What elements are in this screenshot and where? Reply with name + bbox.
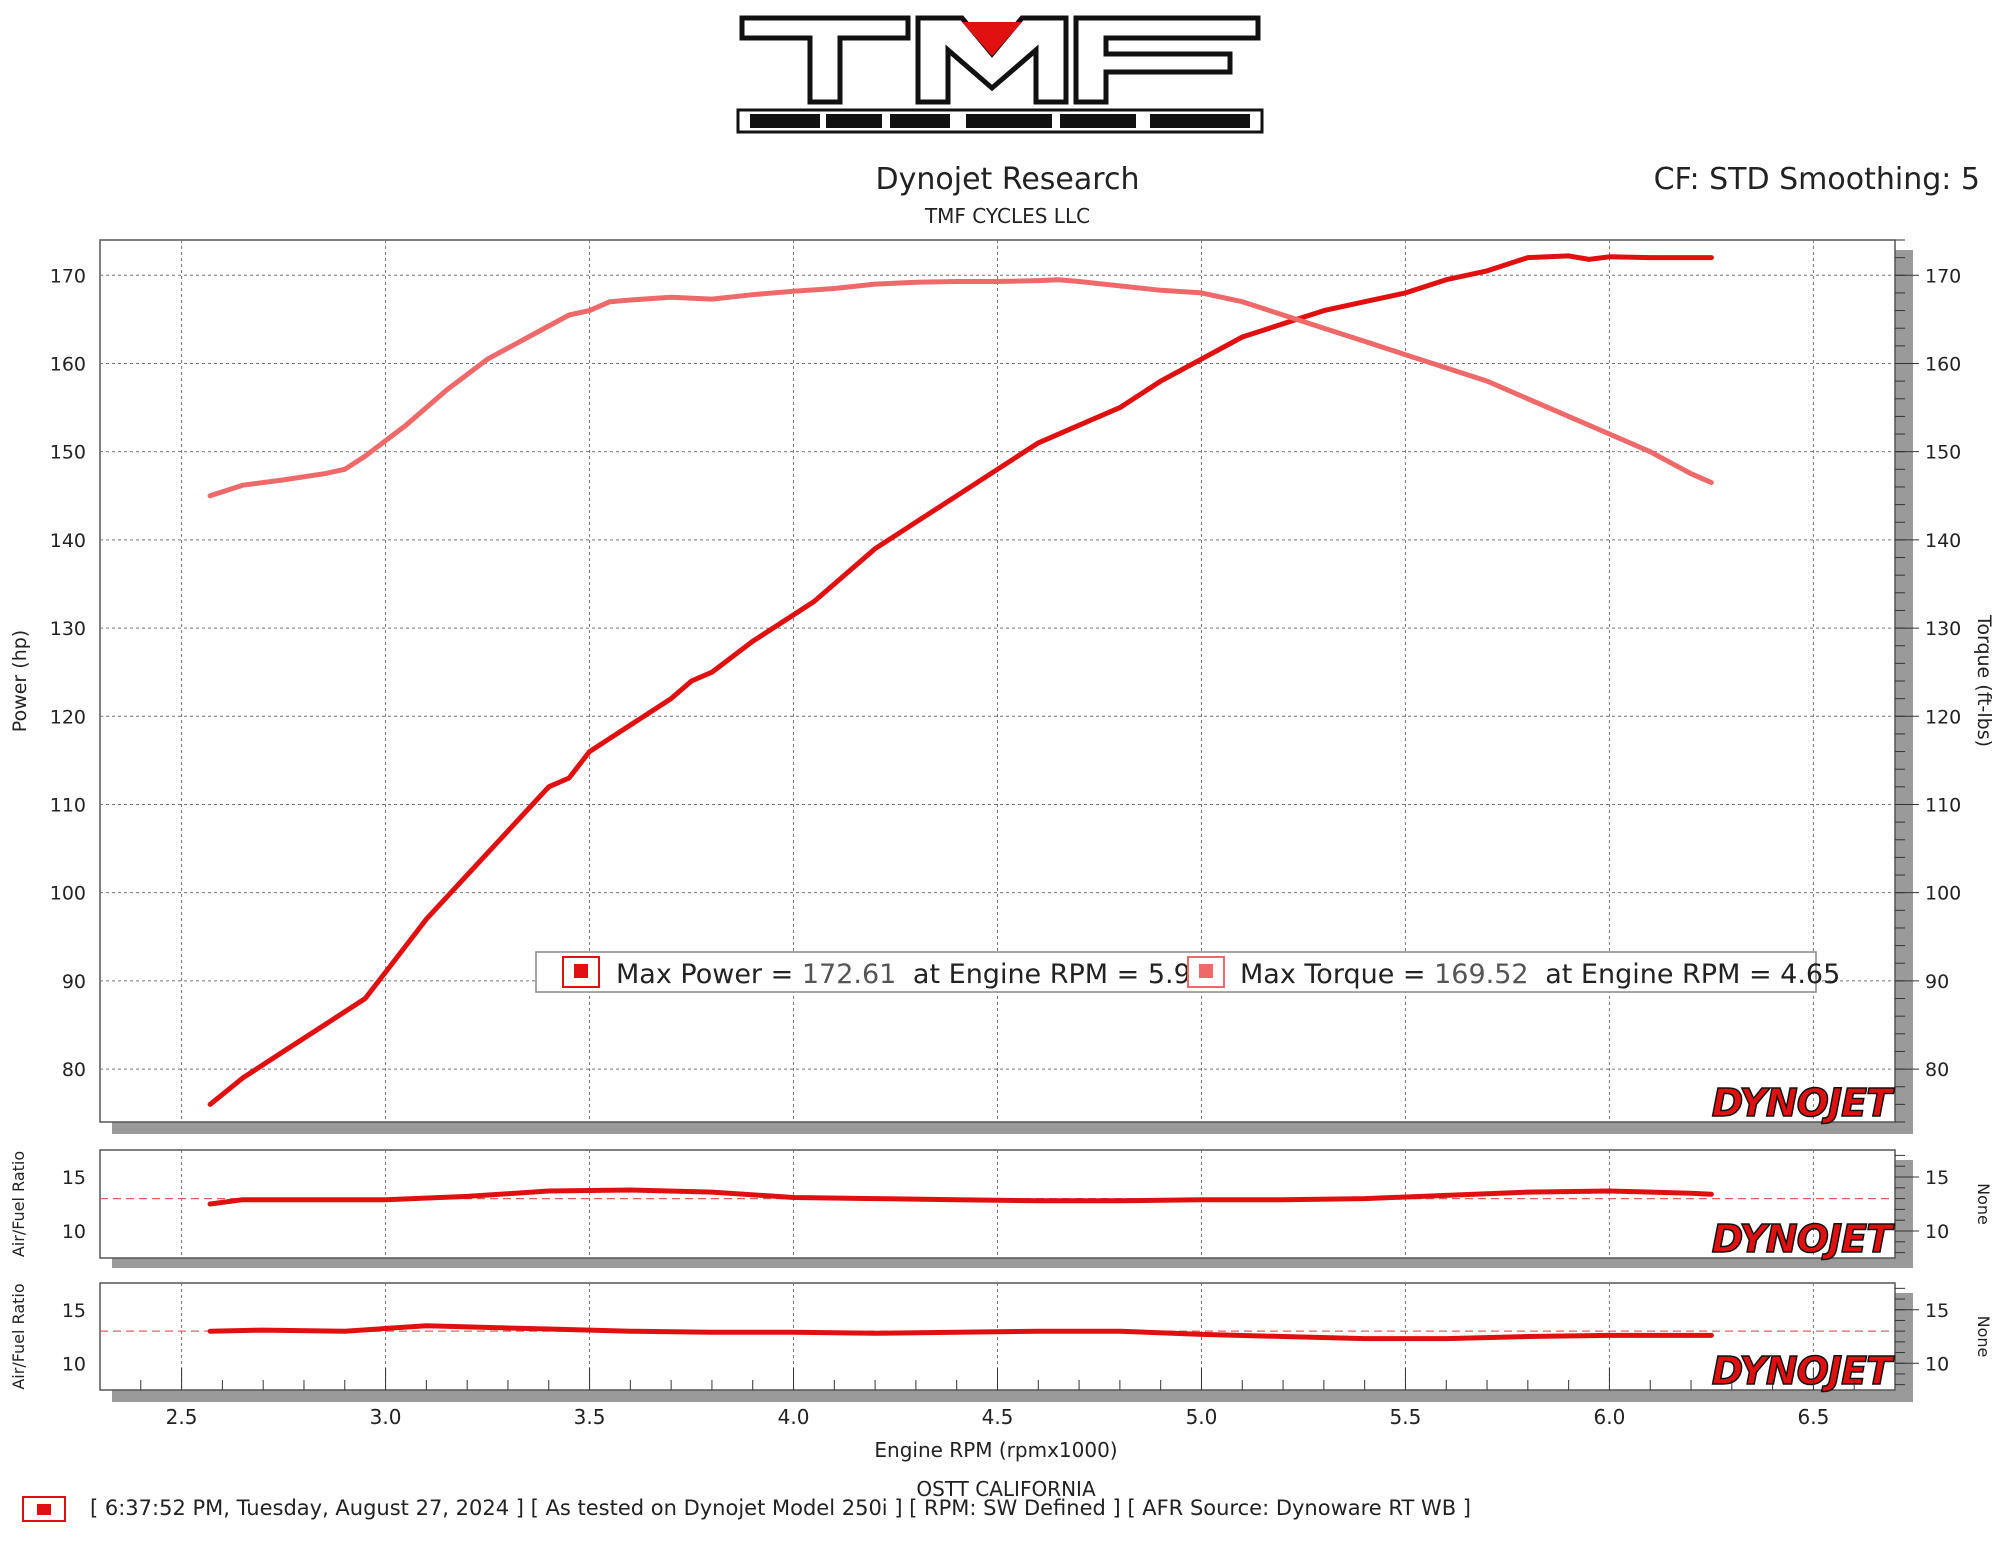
tmf-logo bbox=[736, 15, 1264, 134]
y-right-tick-label: 15 bbox=[1925, 1167, 1949, 1189]
y-tick-label: 140 bbox=[50, 530, 86, 552]
power-line bbox=[207, 253, 1714, 1107]
y-right-tick-label: 130 bbox=[1925, 618, 1961, 640]
svg-text:Max Power = 172.61: Max Power = 172.61 at Engine RPM = 5.91 bbox=[616, 959, 1208, 990]
y-right-tick-label: 120 bbox=[1925, 706, 1961, 728]
y-axis-label: Air/Fuel Ratio bbox=[9, 1283, 28, 1389]
y-right-tick-label: 80 bbox=[1925, 1059, 1949, 1081]
legend-power-swatch bbox=[574, 964, 588, 978]
chart-title: Dynojet Research bbox=[875, 162, 1140, 197]
panel-main: 80 80 90 90 100 100 110 110 120 120 130 130 140 140 15… bbox=[9, 239, 1995, 1134]
y-tick-label: 130 bbox=[50, 618, 86, 640]
x-tick-label: 3.5 bbox=[574, 1405, 606, 1429]
dynojet-watermark: DYNOJET bbox=[1712, 1217, 1895, 1261]
y-right-tick-label: 170 bbox=[1925, 265, 1961, 287]
legend-power-label: Max Power = bbox=[616, 959, 793, 990]
x-tick-label: 5.0 bbox=[1186, 1405, 1218, 1429]
y-axis-label: Air/Fuel Ratio bbox=[9, 1151, 28, 1257]
legend-power-value: 172.61 bbox=[802, 959, 896, 990]
x-tick-label: 5.5 bbox=[1390, 1405, 1422, 1429]
y-right-tick-label: 15 bbox=[1925, 1300, 1949, 1322]
chart-subtitle: TMF CYCLES LLC bbox=[924, 204, 1091, 228]
y-tick-label: 160 bbox=[50, 353, 86, 375]
dynojet-watermark: DYNOJET bbox=[1712, 1081, 1895, 1125]
y-right-axis-label: None bbox=[1974, 1316, 1993, 1358]
torque-line bbox=[207, 277, 1714, 499]
y-right-tick-label: 160 bbox=[1925, 353, 1961, 375]
x-tick-label: 2.5 bbox=[166, 1405, 198, 1429]
y-right-tick-label: 110 bbox=[1925, 794, 1961, 816]
y-tick-label: 10 bbox=[62, 1353, 86, 1375]
y-tick-label: 10 bbox=[62, 1221, 86, 1243]
y-axis-label: Power (hp) bbox=[9, 630, 31, 732]
y-tick-label: 100 bbox=[50, 883, 86, 905]
y-tick-label: 110 bbox=[50, 794, 86, 816]
y-right-axis-label: Torque (ft-lbs) bbox=[1973, 614, 1995, 747]
y-tick-label: 90 bbox=[62, 971, 86, 993]
x-tick-label: 6.0 bbox=[1594, 1405, 1626, 1429]
y-tick-label: 120 bbox=[50, 706, 86, 728]
x-tick-label: 4.0 bbox=[778, 1405, 810, 1429]
x-tick-label: 4.5 bbox=[982, 1405, 1014, 1429]
y-right-tick-label: 150 bbox=[1925, 442, 1961, 464]
y-tick-label: 15 bbox=[62, 1300, 86, 1322]
y-tick-label: 170 bbox=[50, 265, 86, 287]
y-tick-label: 80 bbox=[62, 1059, 86, 1081]
x-tick-label: 6.5 bbox=[1798, 1405, 1830, 1429]
y-right-tick-label: 10 bbox=[1925, 1353, 1949, 1375]
legend-torque-swatch bbox=[1199, 964, 1213, 978]
x-tick-label: 3.0 bbox=[370, 1405, 402, 1429]
svg-text:Max Torque = 169.52: Max Torque = 169.52 at Engine RPM = 4.65 bbox=[1240, 959, 1840, 990]
correction-factor-info: CF: STD Smoothing: 5 bbox=[1653, 162, 1980, 197]
legend-torque-value: 169.52 bbox=[1434, 959, 1528, 990]
footer-run-swatch bbox=[22, 1496, 66, 1522]
y-right-tick-label: 10 bbox=[1925, 1221, 1949, 1243]
legend-torque-suffix: at Engine RPM = 4.65 bbox=[1545, 959, 1840, 990]
panel-afr1: 10 10 15 15 Air/Fuel Ratio None DYNOJET bbox=[9, 1149, 1993, 1268]
afr2-line bbox=[207, 1323, 1714, 1342]
y-right-axis-label: None bbox=[1974, 1183, 1993, 1225]
y-tick-label: 15 bbox=[62, 1167, 86, 1189]
y-tick-label: 150 bbox=[50, 442, 86, 464]
x-axis-label: Engine RPM (rpmx1000) bbox=[874, 1438, 1117, 1462]
legend-torque-label: Max Torque = bbox=[1240, 959, 1426, 990]
afr1-line bbox=[207, 1187, 1714, 1207]
panel-afr2: 10 10 15 15 Air/Fuel Ratio None DYNOJET bbox=[9, 1282, 1993, 1402]
y-right-tick-label: 100 bbox=[1925, 883, 1961, 905]
location-label: OSTT CALIFORNIA bbox=[916, 1477, 1096, 1501]
y-right-tick-label: 140 bbox=[1925, 530, 1961, 552]
y-right-tick-label: 90 bbox=[1925, 971, 1949, 993]
chart-legend: Max Power = 172.61 at Engine RPM = 5.91 … bbox=[535, 951, 1840, 993]
legend-power-suffix: at Engine RPM = 5.91 bbox=[913, 959, 1208, 990]
dynojet-watermark: DYNOJET bbox=[1712, 1349, 1895, 1393]
footer-run-info: [ 6:37:52 PM, Tuesday, August 27, 2024 ]… bbox=[90, 1496, 1471, 1520]
